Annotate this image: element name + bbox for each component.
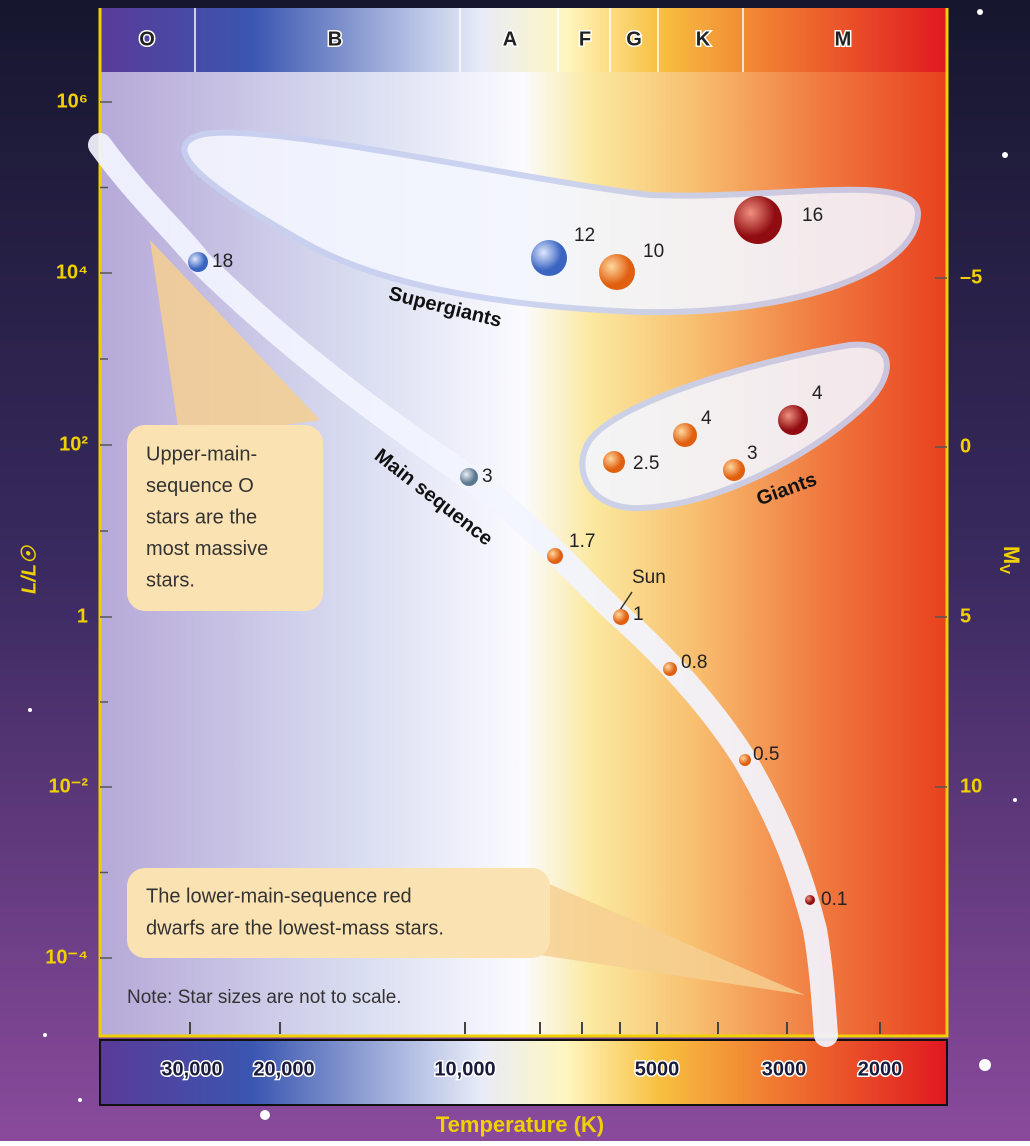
- callout-text: dwarfs are the lowest-mass stars.: [146, 917, 444, 939]
- giant-region: [579, 341, 890, 512]
- star: [805, 895, 815, 905]
- callout-text: stars are the: [146, 506, 257, 528]
- note: Note: Star sizes are not to scale.: [127, 987, 402, 1008]
- star-mass-label: 2.5: [633, 453, 659, 474]
- supergiant-region: [181, 129, 922, 316]
- star: [599, 254, 635, 290]
- luminosity-axis-label: L/L☉: [18, 545, 40, 594]
- star-mass-label: 12: [574, 225, 595, 246]
- y-tick-label: 10⁻²: [49, 775, 89, 797]
- y-tick-label: 10⁴: [56, 261, 88, 283]
- y2-tick-label: –5: [960, 266, 982, 288]
- star-mass-label: 3: [747, 443, 758, 464]
- callout-text: sequence O: [146, 475, 254, 497]
- spectral-class: G: [626, 28, 642, 50]
- star-mass-label: 1.7: [569, 531, 595, 552]
- star-mass-label: 18: [212, 251, 233, 272]
- sun-label: Sun: [632, 567, 666, 588]
- star-mass-label: 4: [701, 408, 712, 429]
- y-tick-label: 10⁻⁴: [45, 946, 88, 968]
- magnitude-axis-label: MV: [996, 546, 1024, 574]
- x-tick-label: 20,000: [253, 1058, 314, 1080]
- x-tick-label: 30,000: [161, 1058, 222, 1080]
- spectral-class: M: [835, 28, 852, 50]
- star-mass-label: 3: [482, 466, 493, 487]
- x-tick-label: 10,000: [434, 1058, 495, 1080]
- callout-text: most massive: [146, 538, 268, 560]
- y2-tick-label: 10: [960, 775, 982, 797]
- callout-box: [127, 425, 323, 611]
- star-mass-label: 0.8: [681, 652, 707, 673]
- spectral-class: B: [328, 28, 342, 50]
- sun-pointer: [619, 591, 633, 611]
- frame: [98, 8, 949, 1038]
- callout-text: Upper-main-: [146, 443, 257, 465]
- callout-text: stars.: [146, 569, 195, 591]
- spectral-class: O: [139, 28, 155, 50]
- spectral-class: F: [579, 28, 591, 50]
- label-sub: V: [996, 564, 1013, 574]
- star: [531, 240, 567, 276]
- starfield: [28, 9, 1017, 1120]
- x-tick-label: 5000: [635, 1058, 680, 1080]
- star-mass-label: 0.5: [753, 744, 779, 765]
- callout-wedge: [540, 880, 805, 995]
- temperature-axis-label: Temperature (K): [436, 1112, 604, 1137]
- label-main: M: [999, 546, 1024, 564]
- star: [547, 548, 563, 564]
- x-tick-label: 3000: [762, 1058, 807, 1080]
- star: [723, 459, 745, 481]
- star: [739, 754, 751, 766]
- star: [613, 609, 629, 625]
- spectral-class: K: [696, 28, 711, 50]
- star: [778, 405, 808, 435]
- star: [663, 662, 677, 676]
- spectral-band: [100, 8, 947, 72]
- y2-tick-label: 0: [960, 435, 971, 457]
- x-tick-label: 2000: [858, 1058, 903, 1080]
- star: [603, 451, 625, 473]
- y-tick-label: 10⁶: [57, 90, 88, 112]
- temperature-band: [99, 1039, 948, 1106]
- callout-text: The lower-main-sequence red: [146, 885, 412, 907]
- star-mass-label: 10: [643, 241, 664, 262]
- star-mass-label: 0.1: [821, 889, 847, 910]
- callout-wedge: [150, 240, 320, 440]
- star-mass-label: 1: [633, 604, 644, 625]
- star: [188, 252, 208, 272]
- callout-box: [127, 868, 550, 958]
- y-tick-label: 1: [77, 605, 88, 627]
- star: [673, 423, 697, 447]
- star: [460, 468, 478, 486]
- y-tick-label: 10²: [59, 433, 88, 455]
- star: [734, 196, 782, 244]
- star-mass-label: 16: [802, 205, 823, 226]
- star-mass-label: 4: [812, 383, 823, 404]
- y2-tick-label: 5: [960, 605, 971, 627]
- spectral-class: A: [503, 28, 517, 50]
